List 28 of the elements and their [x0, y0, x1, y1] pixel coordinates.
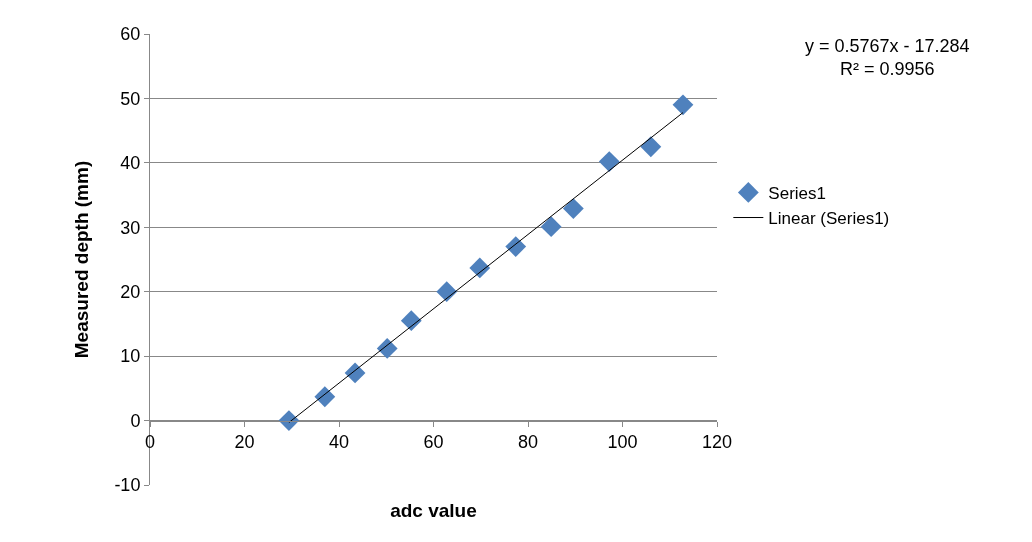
y-axis-title: Measured depth (mm) — [71, 160, 93, 359]
point — [505, 236, 527, 258]
point — [469, 257, 491, 279]
x-tick-label: 80 — [517, 432, 539, 453]
legend-label: Linear (Series1) — [768, 209, 890, 229]
y-tick-label: 30 — [120, 217, 141, 238]
x-axis-title: adc value — [390, 499, 477, 521]
x-tick-label: 100 — [607, 432, 638, 453]
point — [344, 362, 366, 384]
legend-label: Series1 — [768, 184, 826, 204]
x-tick-label: 60 — [423, 432, 444, 453]
point — [540, 216, 562, 238]
point — [562, 198, 584, 219]
y-tick-label: 40 — [120, 153, 141, 174]
x-tick-label: 20 — [234, 432, 255, 453]
point — [672, 94, 694, 116]
y-tick-label: 60 — [120, 24, 141, 45]
y-tick-label: 10 — [120, 346, 141, 367]
y-tick-label: -10 — [114, 475, 141, 496]
y-tick-label: 20 — [120, 282, 141, 303]
x-tick-label: 120 — [701, 432, 733, 453]
point — [640, 136, 662, 158]
text: y = 0.5767x - 17.284 R² = 0.9956 — [805, 36, 970, 80]
y-tick-label: 0 — [130, 410, 141, 431]
x-tick-label: 40 — [328, 432, 350, 453]
x-tick-label: 0 — [144, 432, 156, 453]
y-tick-label: 50 — [120, 88, 141, 109]
point — [598, 151, 620, 172]
